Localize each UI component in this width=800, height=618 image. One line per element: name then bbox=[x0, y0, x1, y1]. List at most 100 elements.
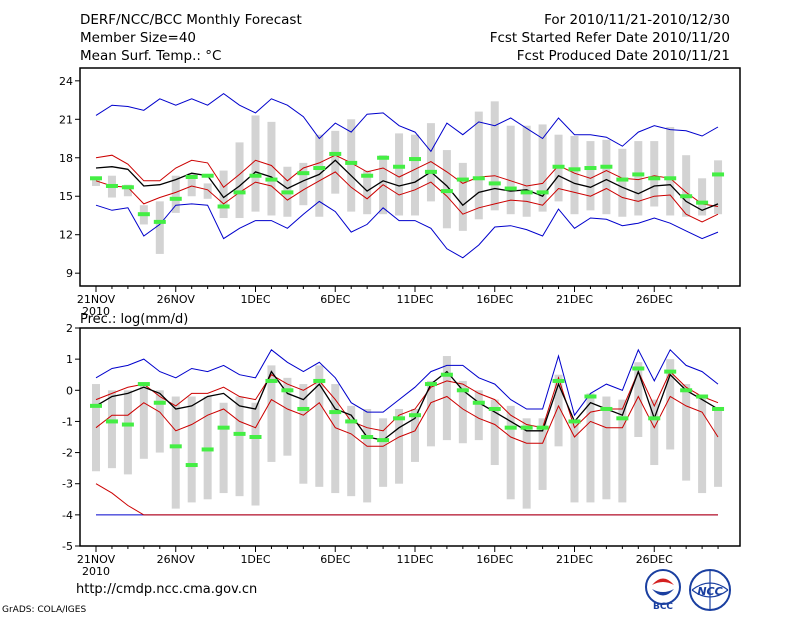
temp-box-day-25 bbox=[474, 111, 483, 220]
temp-box-day-3 bbox=[123, 184, 132, 197]
chart-title: DERF/NCC/BCC Monthly Forecast bbox=[80, 12, 302, 28]
temp-box-day-38 bbox=[682, 155, 691, 217]
prec-box-day-28 bbox=[522, 418, 531, 509]
temp-xtick-label-1: 26NOV bbox=[157, 293, 196, 306]
temp-median-day-5 bbox=[153, 219, 166, 224]
prec-box-day-10 bbox=[235, 396, 244, 497]
temp-median-day-40 bbox=[712, 172, 725, 177]
temp-median-day-32 bbox=[584, 166, 597, 171]
prec-box-day-5 bbox=[155, 390, 164, 453]
prec-ytick-label-1: -4 bbox=[62, 509, 73, 522]
bcc-logo-text: BCC bbox=[653, 602, 673, 610]
prec-box-day-35 bbox=[634, 362, 643, 437]
prec-median-day-38 bbox=[680, 388, 693, 393]
prec-box-day-2 bbox=[107, 390, 116, 469]
prec-box-day-12 bbox=[267, 365, 276, 462]
temp-box-day-36 bbox=[650, 141, 659, 207]
prec-xtick-label-1: 26NOV bbox=[157, 553, 196, 566]
temp-box-day-18 bbox=[363, 170, 372, 215]
forecast-produced-date: Fcst Produced Date 2010/11/21 bbox=[516, 48, 730, 64]
prec-year-label: 2010 bbox=[82, 565, 110, 578]
temp-box-day-34 bbox=[618, 148, 627, 217]
prec-box-day-6 bbox=[171, 396, 180, 509]
prec-box-day-24 bbox=[458, 380, 467, 444]
forecast-period: For 2010/11/21-2010/12/30 bbox=[544, 12, 730, 28]
prec-median-day-4 bbox=[137, 382, 150, 387]
prec-median-day-21 bbox=[409, 413, 421, 418]
prec-median-day-20 bbox=[393, 416, 406, 421]
prec-box-day-3 bbox=[123, 390, 132, 475]
temp-median-day-30 bbox=[552, 164, 565, 169]
prec-median-day-8 bbox=[201, 447, 214, 452]
temp-min-line bbox=[95, 200, 719, 259]
prec-median-day-16 bbox=[329, 410, 342, 415]
prec-median-day-25 bbox=[472, 400, 485, 405]
prec-box-day-31 bbox=[570, 421, 579, 503]
prec-median-day-5 bbox=[153, 400, 166, 405]
temp-year-label: 2010 bbox=[82, 305, 110, 318]
temp-median-day-11 bbox=[249, 173, 262, 178]
grads-credit: GrADS: COLA/IGES bbox=[2, 605, 87, 615]
temp-mean-line bbox=[95, 159, 719, 212]
prec-box-day-7 bbox=[187, 396, 196, 503]
prec-ytick-label-6: 1 bbox=[66, 353, 73, 366]
bcc-logo-swirl bbox=[652, 578, 674, 585]
temp-box-day-20 bbox=[395, 133, 404, 216]
prec-box-day-4 bbox=[139, 384, 148, 459]
prec-lower-line bbox=[95, 395, 719, 447]
source-url[interactable]: http://cmdp.ncc.cma.gov.cn bbox=[76, 582, 258, 597]
temp-ytick-label-1: 12 bbox=[59, 229, 73, 242]
temp-box-day-11 bbox=[251, 115, 260, 212]
prec-median-day-10 bbox=[233, 431, 246, 436]
temp-median-day-35 bbox=[632, 172, 645, 177]
prec-ytick-label-5: 0 bbox=[66, 384, 73, 397]
prec-box-day-30 bbox=[554, 374, 563, 447]
prec-median-day-26 bbox=[488, 406, 501, 411]
temp-box-day-39 bbox=[698, 178, 707, 216]
prec-box-day-14 bbox=[299, 384, 308, 484]
prec-plot-frame bbox=[79, 327, 741, 547]
temp-median-day-10 bbox=[233, 190, 246, 195]
member-size: Member Size=40 bbox=[80, 30, 197, 46]
prec-box-day-11 bbox=[251, 402, 260, 506]
temp-median-day-26 bbox=[488, 181, 501, 186]
temp-median-day-23 bbox=[440, 189, 453, 194]
prec-box-day-16 bbox=[331, 384, 340, 494]
temp-median-day-13 bbox=[281, 190, 294, 195]
prec-upper-line bbox=[95, 370, 719, 432]
temp-box-day-29 bbox=[538, 124, 547, 212]
temp-median-day-19 bbox=[377, 155, 390, 160]
prec-mean-line bbox=[95, 369, 719, 441]
temp-plot-frame bbox=[79, 67, 741, 287]
prec-ytick-label-2: -3 bbox=[62, 478, 73, 491]
prec-median-day-2 bbox=[105, 419, 118, 424]
prec-xtick-label-7: 26DEC bbox=[636, 553, 673, 566]
temp-median-day-16 bbox=[329, 151, 342, 156]
temp-ytick-label-4: 21 bbox=[59, 113, 73, 126]
temp-median-day-31 bbox=[568, 167, 581, 172]
prec-median-day-22 bbox=[424, 382, 437, 387]
temp-xtick-label-6: 21DEC bbox=[556, 293, 593, 306]
prec-box-day-20 bbox=[395, 408, 404, 484]
variable-label: Mean Surf. Temp.: °C bbox=[80, 48, 222, 64]
prec-box-day-32 bbox=[586, 393, 595, 503]
temp-median-day-15 bbox=[313, 166, 326, 171]
forecast-start-date: Fcst Started Refer Date 2010/11/20 bbox=[489, 30, 730, 46]
temp-box-day-21 bbox=[411, 134, 419, 216]
temp-box-day-15 bbox=[315, 134, 324, 217]
temp-box-day-7 bbox=[187, 173, 196, 197]
prec-ytick-label-0: -5 bbox=[62, 540, 73, 553]
temp-box-day-24 bbox=[458, 162, 467, 231]
temp-box-day-9 bbox=[219, 170, 228, 219]
prec-box-day-21 bbox=[411, 408, 419, 462]
temp-median-day-37 bbox=[664, 176, 677, 181]
prec-box-day-33 bbox=[602, 396, 611, 500]
prec-median-day-14 bbox=[297, 406, 310, 411]
temp-box-day-37 bbox=[666, 126, 675, 216]
temp-median-day-39 bbox=[696, 200, 709, 205]
prec-median-day-12 bbox=[265, 378, 278, 383]
prec-median-day-24 bbox=[456, 388, 469, 393]
temp-lower-line bbox=[95, 171, 719, 223]
temp-box-day-35 bbox=[634, 141, 643, 216]
